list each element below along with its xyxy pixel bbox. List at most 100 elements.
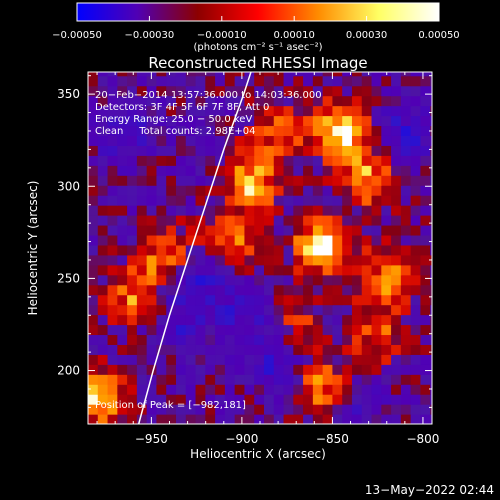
heatmap-cell <box>322 284 334 296</box>
heatmap-cell <box>361 175 373 186</box>
heatmap-cell <box>175 304 187 316</box>
heatmap-cell <box>351 234 363 246</box>
heatmap-cell <box>400 374 412 385</box>
heatmap-cell <box>381 274 392 286</box>
heatmap-cell <box>430 165 432 176</box>
heatmap-cell <box>351 95 363 107</box>
y-tick-label: 350 <box>57 87 80 101</box>
heatmap-cell <box>351 254 363 266</box>
heatmap-cell <box>371 344 382 355</box>
heatmap-cell <box>371 85 382 97</box>
heatmap-cell <box>97 354 109 365</box>
heatmap-cell <box>361 185 373 196</box>
heatmap-cell <box>205 105 216 117</box>
heatmap-cell <box>127 135 138 146</box>
heatmap-cell <box>195 304 206 316</box>
heatmap-cell <box>283 344 294 355</box>
heatmap-cell <box>263 374 275 385</box>
heatmap-cell <box>127 105 138 117</box>
heatmap-cell <box>127 175 138 186</box>
heatmap-cell <box>351 205 363 216</box>
heatmap-cell <box>205 75 216 87</box>
heatmap-cell <box>273 384 285 395</box>
heatmap-cell <box>283 105 294 117</box>
heatmap-cell <box>88 314 99 326</box>
heatmap-cell <box>263 195 275 206</box>
annotation-block: 20−Feb−2014 13:57:36.000 to 14:03:36.000… <box>95 90 322 137</box>
heatmap-cell <box>107 334 118 345</box>
heatmap-cell <box>215 205 226 216</box>
heatmap-cell <box>175 324 187 336</box>
heatmap-cell <box>175 215 187 226</box>
heatmap-cell <box>263 324 275 336</box>
heatmap-cell <box>166 294 177 306</box>
heatmap-cell <box>136 125 148 136</box>
heatmap-cell <box>312 75 324 87</box>
heatmap-cell <box>391 175 402 186</box>
heatmap-cell <box>342 72 353 77</box>
heatmap-cell <box>293 274 304 286</box>
heatmap-cell <box>88 85 99 97</box>
heatmap-cell <box>136 175 148 186</box>
heatmap-cell <box>224 384 236 395</box>
heatmap-cell <box>107 215 118 226</box>
heatmap-cell <box>391 254 402 266</box>
heatmap-cell <box>107 374 118 385</box>
heatmap-cell <box>127 165 138 176</box>
heatmap-cell <box>293 155 304 166</box>
heatmap-cell <box>361 264 373 276</box>
heatmap-cell <box>263 254 275 266</box>
heatmap-cell <box>97 145 109 156</box>
heatmap-cell <box>107 135 118 146</box>
heatmap-cell <box>391 234 402 246</box>
heatmap-cell <box>391 274 402 286</box>
heatmap-cell <box>332 364 343 375</box>
heatmap-cell <box>156 115 167 127</box>
x-tick-label: −900 <box>225 432 258 446</box>
heatmap-cell <box>400 344 412 355</box>
heatmap-cell <box>303 175 314 186</box>
heatmap-cell <box>263 334 275 345</box>
heatmap-cell <box>420 304 431 316</box>
heatmap-cell <box>88 105 99 117</box>
heatmap-cell <box>312 85 324 97</box>
heatmap-cell <box>332 205 343 216</box>
heatmap-cell <box>127 215 138 226</box>
x-tick-label: −950 <box>135 432 168 446</box>
heatmap-cell <box>234 324 246 336</box>
heatmap-cell <box>303 244 314 256</box>
heatmap-cell <box>342 414 353 424</box>
heatmap-cell <box>391 105 402 117</box>
heatmap-cell <box>107 384 118 395</box>
heatmap-cell <box>342 314 353 326</box>
heatmap-cell <box>195 404 206 415</box>
heatmap-cell <box>195 145 206 156</box>
heatmap-cell <box>156 324 167 336</box>
heatmap-cell <box>254 354 265 365</box>
heatmap-cell <box>361 294 373 306</box>
heatmap-cell <box>312 304 324 316</box>
heatmap-cell <box>342 324 353 336</box>
heatmap-cell <box>244 175 255 186</box>
heatmap-cell <box>273 284 285 296</box>
heatmap-cell <box>342 224 353 236</box>
heatmap-cell <box>244 304 255 316</box>
heatmap-cell <box>283 354 294 365</box>
heatmap-cell <box>175 364 187 375</box>
heatmap-cell <box>88 215 99 226</box>
heatmap-cell <box>371 414 382 424</box>
heatmap-cell <box>215 284 226 296</box>
heatmap-cell <box>146 254 158 266</box>
heatmap-cell <box>410 264 422 276</box>
heatmap-cell <box>322 175 334 186</box>
heatmap-cell <box>410 244 422 256</box>
heatmap-cell <box>97 384 109 395</box>
heatmap-cell <box>391 115 402 127</box>
heatmap-cell <box>185 284 197 296</box>
heatmap-cell <box>322 374 334 385</box>
heatmap-cell <box>263 165 275 176</box>
heatmap-cell <box>342 215 353 226</box>
heatmap-cell <box>215 224 226 236</box>
heatmap-cell <box>97 324 109 336</box>
heatmap-cell <box>136 115 148 127</box>
